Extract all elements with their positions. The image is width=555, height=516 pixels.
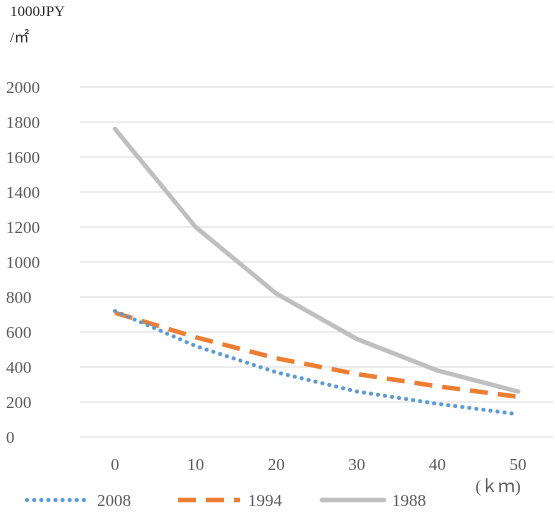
legend-label-2008: 2008 — [97, 491, 131, 510]
legend-label-1994: 1994 — [248, 491, 283, 510]
y-tick-label: 0 — [6, 428, 15, 447]
legend: 2008 1994 1988 — [25, 491, 426, 510]
x-tick-label: 30 — [348, 455, 365, 474]
x-tick-label: 10 — [187, 455, 204, 474]
y-tick-label: 400 — [6, 358, 32, 377]
y-tick-label: 1000 — [6, 253, 40, 272]
series-line-1988 — [112, 126, 521, 394]
y-tick-label: 600 — [6, 323, 32, 342]
y-axis-unit-line-2: /㎡ — [10, 30, 30, 46]
series-lines — [112, 126, 521, 417]
series-line-1994 — [114, 310, 519, 399]
y-tick-label: 1400 — [6, 183, 40, 202]
series-line-2008 — [113, 309, 520, 417]
legend-label-1988: 1988 — [392, 491, 426, 510]
x-tick-label: 20 — [268, 455, 285, 474]
y-tick-label: 200 — [6, 393, 32, 412]
y-tick-label: 1200 — [6, 218, 40, 237]
gridlines — [80, 86, 553, 438]
y-tick-label: 1600 — [6, 148, 40, 167]
x-tick-label: 40 — [429, 455, 446, 474]
y-tick-label: 2000 — [6, 78, 40, 97]
y-tick-label: 800 — [6, 288, 32, 307]
x-axis-label: (ｋｍ) — [475, 477, 520, 496]
x-tick-label: 0 — [111, 455, 120, 474]
x-tick-label: 50 — [510, 455, 527, 474]
y-tick-labels: 0 200 400 600 800 1000 1200 1400 1600 1800 2000 — [6, 78, 40, 447]
x-tick-labels: 0 10 20 30 40 50 — [111, 455, 527, 474]
y-axis-unit-line-1: 1000JPY — [10, 4, 66, 20]
y-tick-label: 1800 — [6, 113, 40, 132]
